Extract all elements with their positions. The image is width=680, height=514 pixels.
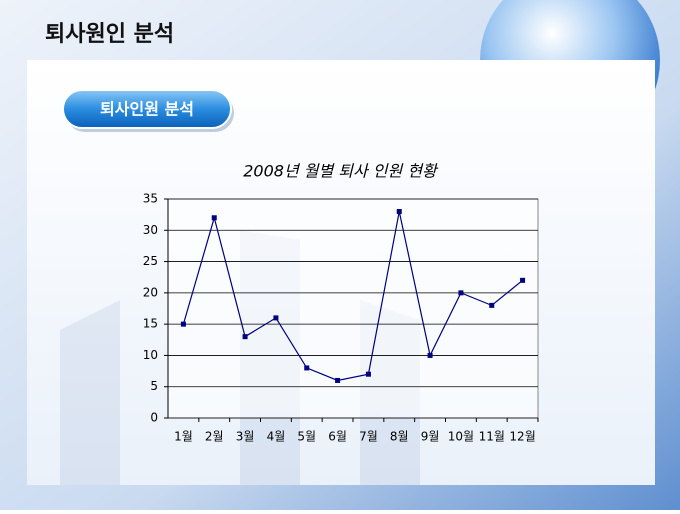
y-tick-label: 15: [143, 317, 158, 331]
x-tick-label: 10월: [448, 430, 474, 444]
section-button: [62, 89, 232, 129]
chart: 0 5 10 15 20 25 30 35 1월 2월 3월 4월 5월 6월 7월 8월 9월 10월 11월 12…: [143, 192, 539, 444]
y-tick-label: 0: [150, 411, 158, 425]
data-point: [211, 215, 217, 221]
data-point: [180, 321, 186, 327]
data-line: [182, 211, 523, 382]
y-tick-label: 25: [143, 254, 158, 268]
data-point: [304, 365, 310, 371]
section-label: 퇴사인원 분석: [100, 100, 194, 119]
x-tick-label: 1월: [174, 430, 193, 444]
data-point: [489, 302, 495, 308]
data-point: [365, 371, 371, 377]
y-tick-label: 10: [143, 348, 158, 362]
x-tick-label: 9월: [421, 430, 440, 444]
data-point: [273, 315, 279, 321]
x-tick-label: 7월: [359, 430, 378, 444]
x-tick-label: 8월: [390, 430, 409, 444]
data-point: [242, 334, 248, 340]
plot-area: [167, 198, 539, 419]
x-tick-label: 4월: [267, 430, 286, 444]
data-point: [396, 209, 402, 215]
x-tick-label: 3월: [236, 430, 255, 444]
chart-title: 2008년 월별 퇴사 인원 현황: [243, 162, 439, 181]
data-point: [427, 352, 433, 358]
x-tick-label: 11월: [479, 430, 505, 444]
x-tick-label: 12월: [509, 430, 535, 444]
y-tick-label: 35: [143, 192, 158, 206]
x-tick-label: 6월: [328, 430, 347, 444]
y-tick-label: 30: [143, 223, 158, 237]
data-point: [458, 290, 464, 296]
y-tick-label: 20: [143, 285, 158, 299]
data-point: [520, 277, 526, 283]
data-point: [335, 377, 341, 383]
x-tick-label: 2월: [205, 430, 224, 444]
x-tick-label: 5월: [297, 430, 316, 444]
y-tick-label: 5: [150, 379, 158, 393]
slide-title: 퇴사원인 분석: [45, 22, 174, 47]
